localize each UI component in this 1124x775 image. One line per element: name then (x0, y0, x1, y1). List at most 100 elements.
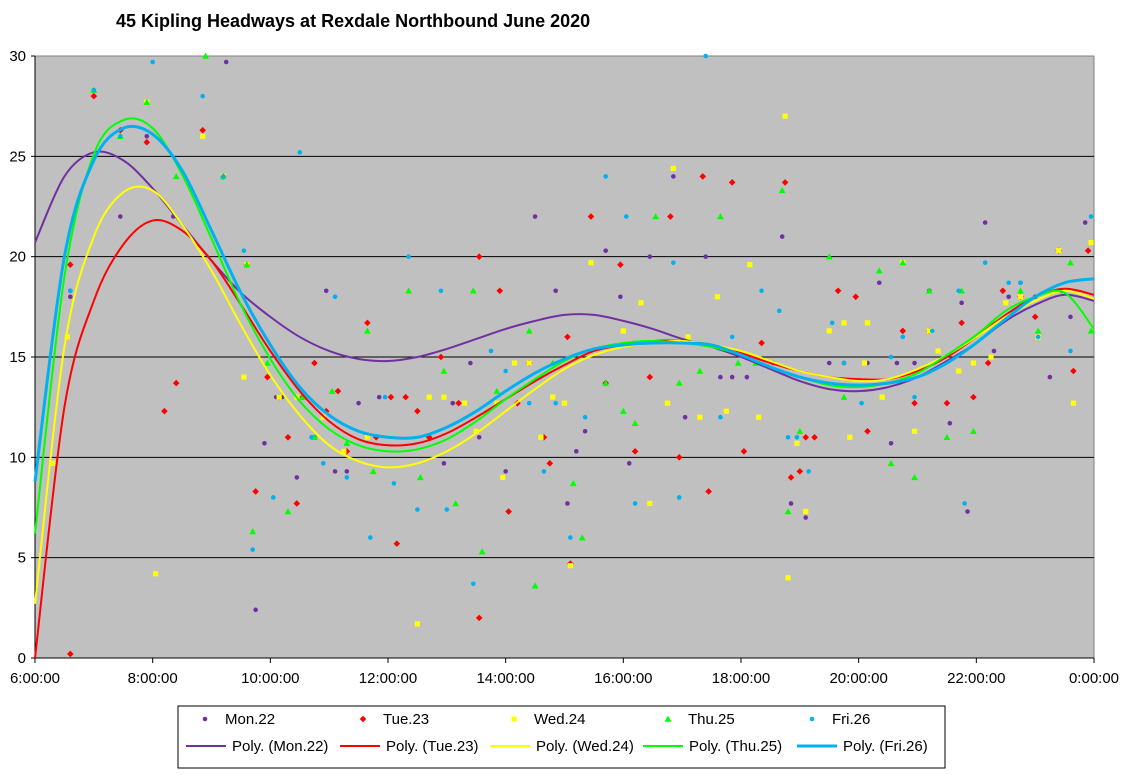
data-point (461, 400, 468, 406)
data-point (926, 328, 932, 334)
data-point (253, 607, 258, 613)
data-point (376, 394, 382, 400)
data-point (511, 360, 518, 366)
data-point (1067, 259, 1074, 266)
data-point (1084, 247, 1092, 254)
data-point (328, 387, 336, 394)
data-point (249, 528, 257, 535)
x-tick-label: 18:00:00 (712, 670, 770, 687)
data-point (714, 294, 721, 300)
data-point (382, 394, 388, 400)
data-point (861, 360, 868, 366)
data-point (796, 468, 804, 475)
data-point (825, 253, 833, 260)
x-tick-label: 22:00:00 (947, 670, 1005, 687)
data-point (582, 414, 588, 420)
data-point (965, 509, 970, 514)
data-point (494, 400, 500, 406)
data-point (284, 433, 292, 441)
data-point (852, 293, 860, 301)
data-point (323, 288, 329, 294)
data-point (617, 261, 624, 268)
data-point (541, 469, 547, 474)
x-tick-label: 6:00:00 (10, 670, 60, 687)
trendline-poly-fri-26 (33, 124, 1095, 482)
data-point (299, 393, 307, 400)
data-point (970, 393, 977, 401)
data-point (1070, 367, 1077, 375)
data-point (405, 287, 412, 294)
data-point (441, 461, 447, 466)
data-point (729, 374, 735, 380)
data-point (744, 374, 750, 380)
data-point (91, 87, 97, 93)
y-tick-label: 10 (9, 449, 26, 466)
data-point (475, 253, 483, 260)
data-point (1068, 348, 1073, 354)
data-point (143, 98, 151, 105)
data-point (841, 320, 847, 326)
y-tick-label: 30 (9, 48, 26, 65)
data-point (438, 288, 444, 294)
data-point (368, 535, 373, 540)
data-point (172, 173, 180, 180)
data-point (899, 259, 907, 266)
scatter-points (50, 52, 1095, 658)
data-point (646, 373, 654, 381)
data-point (894, 360, 900, 366)
data-point (415, 507, 420, 512)
data-point (779, 234, 785, 239)
trendline-poly-wed-24 (34, 185, 1095, 604)
x-tick-label: 8:00:00 (128, 670, 178, 687)
data-point (565, 501, 570, 506)
data-point (493, 387, 501, 394)
data-point (526, 360, 532, 366)
data-point (294, 475, 300, 480)
data-point (900, 334, 906, 340)
data-point (68, 288, 73, 294)
data-point (503, 368, 508, 374)
data-point (284, 508, 292, 515)
legend-label-poly-wed-24: Poly. (Wed.24) (536, 738, 634, 755)
data-point (144, 133, 150, 139)
data-point (671, 174, 676, 179)
data-point (573, 449, 579, 454)
data-point (553, 288, 558, 294)
data-point (834, 287, 842, 295)
data-point (785, 575, 791, 581)
data-point (550, 394, 556, 400)
data-point (341, 448, 347, 454)
data-point (118, 133, 123, 139)
data-point (582, 428, 588, 434)
data-point (343, 439, 351, 447)
data-point (811, 433, 818, 441)
data-point (806, 469, 811, 474)
data-point (788, 501, 794, 506)
trendline-poly-thu-25 (34, 117, 1095, 534)
legend-label-poly-fri-26: Poly. (Fri.26) (843, 738, 928, 755)
data-point (984, 359, 992, 367)
data-point (911, 428, 918, 434)
data-point (437, 353, 445, 361)
data-point (553, 400, 558, 406)
y-tick-label: 0 (18, 650, 26, 667)
y-tick-label: 20 (9, 249, 26, 266)
data-point (840, 393, 848, 400)
data-point (118, 214, 123, 219)
data-point (982, 260, 988, 265)
data-point (444, 507, 450, 512)
data-point (356, 400, 361, 406)
data-point (999, 287, 1007, 295)
data-point (450, 400, 456, 406)
data-point (250, 547, 255, 552)
data-point (778, 187, 786, 194)
data-point (1087, 327, 1095, 334)
data-point (488, 348, 494, 354)
data-point (947, 420, 953, 426)
data-point (958, 319, 965, 327)
data-point (631, 419, 639, 426)
data-point (243, 261, 251, 268)
data-point (270, 495, 276, 500)
data-point (475, 614, 483, 622)
